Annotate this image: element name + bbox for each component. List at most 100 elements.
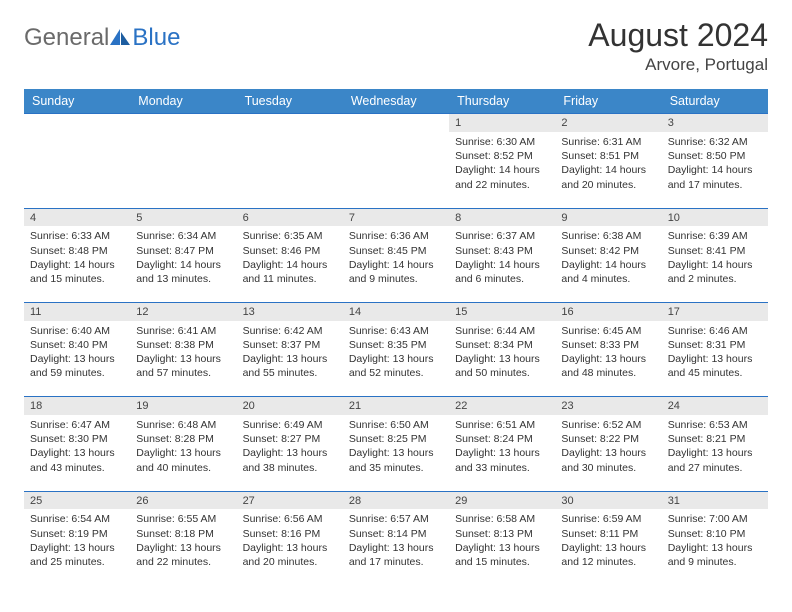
day-d1: Daylight: 13 hours [243,446,337,460]
day-d1: Daylight: 13 hours [668,541,762,555]
day-sr: Sunrise: 6:53 AM [668,418,762,432]
day-number-cell: 29 [449,491,555,509]
day-d2: and 30 minutes. [561,461,655,475]
day-sr: Sunrise: 6:31 AM [561,135,655,149]
day-sr: Sunrise: 6:47 AM [30,418,124,432]
day-number-cell: 17 [662,302,768,320]
day-content-row: Sunrise: 6:54 AMSunset: 8:19 PMDaylight:… [24,509,768,585]
brand-part2: Blue [132,24,180,52]
day-d2: and 33 minutes. [455,461,549,475]
day-content-cell: Sunrise: 6:38 AMSunset: 8:42 PMDaylight:… [555,226,661,302]
weekday-header: Tuesday [237,89,343,114]
day-d2: and 43 minutes. [30,461,124,475]
day-content-cell: Sunrise: 6:33 AMSunset: 8:48 PMDaylight:… [24,226,130,302]
day-sr: Sunrise: 6:37 AM [455,229,549,243]
day-ss: Sunset: 8:24 PM [455,432,549,446]
day-content-cell: Sunrise: 6:55 AMSunset: 8:18 PMDaylight:… [130,509,236,585]
day-d2: and 9 minutes. [349,272,443,286]
location-label: Arvore, Portugal [588,55,768,75]
day-content-cell: Sunrise: 6:46 AMSunset: 8:31 PMDaylight:… [662,321,768,397]
day-d1: Daylight: 13 hours [136,446,230,460]
day-content-row: Sunrise: 6:40 AMSunset: 8:40 PM Daylight:… [24,321,768,397]
page-header: General Blue August 2024 Arvore, Portuga… [24,18,768,75]
day-number-cell: 24 [662,397,768,415]
day-d1: Daylight: 13 hours [136,541,230,555]
day-d1: Daylight: 14 hours [349,258,443,272]
day-d1: Daylight: 14 hours [668,258,762,272]
day-content-cell: Sunrise: 6:59 AMSunset: 8:11 PMDaylight:… [555,509,661,585]
day-number-cell: 23 [555,397,661,415]
day-d1: Daylight: 13 hours [136,352,230,366]
brand-logo: General Blue [24,18,180,52]
day-number-cell: 14 [343,302,449,320]
day-d1: Daylight: 13 hours [30,541,124,555]
day-d1: Daylight: 14 hours [30,258,124,272]
day-sr: Sunrise: 6:57 AM [349,512,443,526]
day-number-cell: 18 [24,397,130,415]
day-sr: Sunrise: 6:54 AM [30,512,124,526]
day-number-cell: 15 [449,302,555,320]
day-number-cell: 21 [343,397,449,415]
day-d2: and 38 minutes. [243,461,337,475]
day-content-cell: Sunrise: 6:51 AMSunset: 8:24 PMDaylight:… [449,415,555,491]
day-d2: and 55 minutes. [243,366,337,380]
day-content-cell: Sunrise: 6:48 AMSunset: 8:28 PMDaylight:… [130,415,236,491]
day-number-cell [24,114,130,132]
day-d1: Daylight: 14 hours [455,163,549,177]
day-d2: and 59 minutes. [30,366,124,380]
day-d2: and 6 minutes. [455,272,549,286]
day-number-cell: 4 [24,208,130,226]
day-content-cell: Sunrise: 6:47 AMSunset: 8:30 PMDaylight:… [24,415,130,491]
day-sr: Sunrise: 6:44 AM [455,324,549,338]
day-content-cell: Sunrise: 6:42 AMSunset: 8:37 PMDaylight:… [237,321,343,397]
weekday-header: Friday [555,89,661,114]
day-content-cell: Sunrise: 6:52 AMSunset: 8:22 PMDaylight:… [555,415,661,491]
day-ss: Sunset: 8:25 PM [349,432,443,446]
day-ss: Sunset: 8:13 PM [455,527,549,541]
day-content-cell: Sunrise: 6:45 AMSunset: 8:33 PMDaylight:… [555,321,661,397]
day-content-cell: Sunrise: 6:40 AMSunset: 8:40 PMDaylight:… [24,321,130,397]
brand-part1: General [24,24,109,52]
day-d2: and 25 minutes. [30,555,124,569]
day-sr: Sunrise: 6:46 AM [668,324,762,338]
day-number-row: 11121314151617 [24,302,768,320]
day-ss: Sunset: 8:18 PM [136,527,230,541]
day-content-cell: Sunrise: 6:43 AMSunset: 8:35 PMDaylight:… [343,321,449,397]
day-d2: and 17 minutes. [349,555,443,569]
day-d2: and 15 minutes. [455,555,549,569]
day-d1: Daylight: 13 hours [561,446,655,460]
day-d1: Daylight: 14 hours [561,163,655,177]
day-sr: Sunrise: 6:40 AM [30,324,124,338]
day-d1: Daylight: 13 hours [455,352,549,366]
day-sr: Sunrise: 6:33 AM [30,229,124,243]
day-sr: Sunrise: 6:45 AM [561,324,655,338]
day-ss: Sunset: 8:21 PM [668,432,762,446]
day-d1: Daylight: 13 hours [243,352,337,366]
day-sr: Sunrise: 6:42 AM [243,324,337,338]
day-sr: Sunrise: 7:00 AM [668,512,762,526]
day-ss: Sunset: 8:30 PM [30,432,124,446]
weekday-header: Monday [130,89,236,114]
day-ss: Sunset: 8:38 PM [136,338,230,352]
day-content-cell [343,132,449,208]
day-sr: Sunrise: 6:52 AM [561,418,655,432]
day-number-cell: 11 [24,302,130,320]
day-number-cell: 16 [555,302,661,320]
day-d2: and 2 minutes. [668,272,762,286]
day-sr: Sunrise: 6:30 AM [455,135,549,149]
day-sr: Sunrise: 6:34 AM [136,229,230,243]
day-ss: Sunset: 8:46 PM [243,244,337,258]
day-content-cell: Sunrise: 6:50 AMSunset: 8:25 PMDaylight:… [343,415,449,491]
day-number-cell: 20 [237,397,343,415]
day-content-cell: Sunrise: 6:30 AMSunset: 8:52 PMDaylight:… [449,132,555,208]
day-d1: Daylight: 13 hours [349,352,443,366]
day-d2: and 15 minutes. [30,272,124,286]
day-d1: Daylight: 14 hours [243,258,337,272]
day-sr: Sunrise: 6:50 AM [349,418,443,432]
day-d2: and 27 minutes. [668,461,762,475]
day-ss: Sunset: 8:40 PM [30,338,124,352]
day-number-cell: 28 [343,491,449,509]
day-content-cell [24,132,130,208]
day-content-cell: Sunrise: 6:34 AMSunset: 8:47 PMDaylight:… [130,226,236,302]
day-content-cell: Sunrise: 6:39 AMSunset: 8:41 PMDaylight:… [662,226,768,302]
